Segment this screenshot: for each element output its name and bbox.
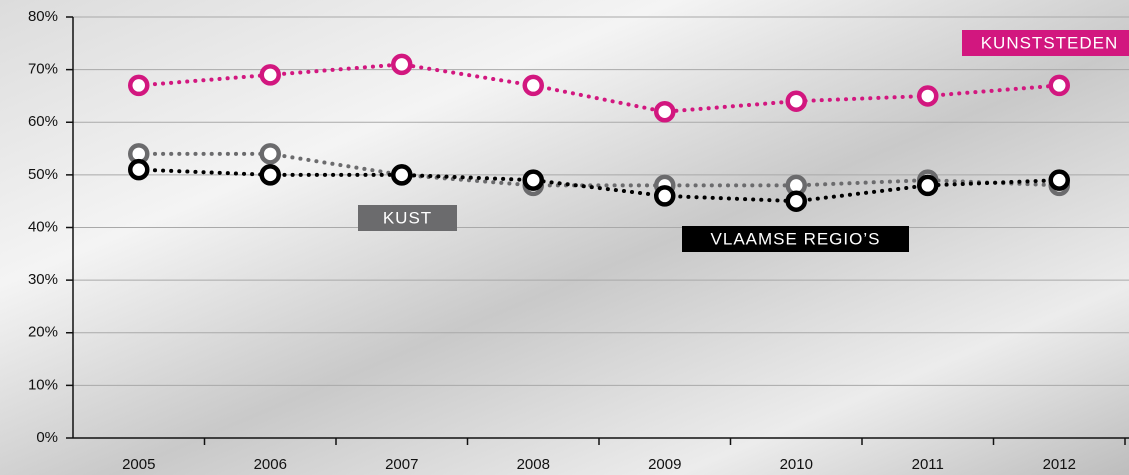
data-point — [654, 100, 676, 123]
y-tick-label: 10% — [28, 376, 58, 393]
data-point — [522, 169, 544, 191]
data-point — [259, 164, 281, 186]
data-point — [259, 64, 281, 86]
y-tick-label: 50% — [28, 166, 58, 183]
series-tag-box — [962, 30, 1129, 56]
series-tag: KUST — [383, 208, 432, 227]
y-tick-label: 70% — [28, 61, 58, 78]
data-point — [1048, 74, 1070, 97]
data-point — [259, 143, 281, 165]
x-tick-label: 2010 — [780, 456, 813, 473]
data-point — [128, 158, 150, 181]
x-tick-label: 2006 — [254, 456, 287, 473]
series-line — [136, 62, 1062, 114]
data-point — [522, 74, 544, 97]
y-tick-label: 0% — [36, 429, 58, 446]
data-point — [917, 85, 939, 107]
data-point — [917, 174, 939, 197]
series-tag-box — [682, 226, 909, 252]
data-point — [128, 74, 150, 97]
data-point — [785, 90, 807, 112]
data-point — [654, 185, 676, 207]
data-point — [1048, 169, 1070, 191]
series-tag: KUNSTSTEDEN — [981, 33, 1119, 52]
x-tick-label: 2011 — [912, 456, 944, 473]
x-tick-label: 2009 — [648, 456, 681, 473]
x-tick-label: 2005 — [122, 456, 155, 473]
x-tick-label: 2008 — [517, 456, 550, 473]
x-tick-label: 2012 — [1043, 456, 1076, 473]
series-line — [136, 151, 1062, 188]
y-tick-label: 80% — [28, 8, 58, 25]
series-tag-box — [358, 205, 457, 231]
series-tag: VLAAMSE REGIO’S — [711, 229, 881, 248]
y-tick-label: 60% — [28, 113, 58, 130]
data-point — [391, 53, 413, 76]
y-tick-label: 40% — [28, 218, 58, 235]
series-line — [136, 167, 1062, 204]
x-tick-label: 2007 — [385, 456, 418, 473]
data-point — [785, 190, 807, 212]
data-point — [391, 164, 413, 186]
y-tick-label: 20% — [28, 324, 58, 341]
y-tick-label: 30% — [28, 271, 58, 288]
